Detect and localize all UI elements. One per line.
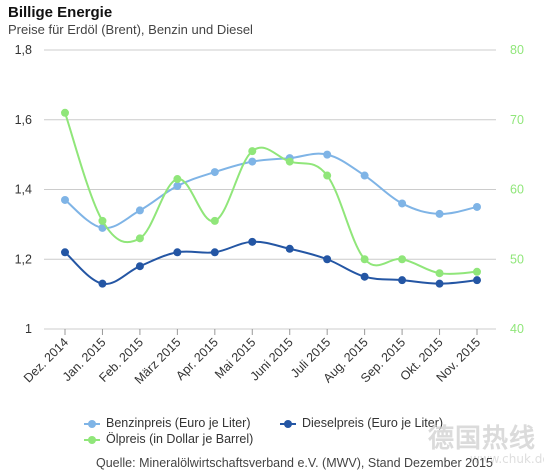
- data-point-diesel: [210, 248, 219, 257]
- series-line-benzin: [64, 152, 478, 229]
- data-point-diesel: [98, 279, 107, 288]
- left-axis-tick-label: 1,8: [15, 43, 32, 57]
- legend-label-diesel: Dieselpreis (Euro je Liter): [302, 416, 444, 430]
- right-axis-tick-label: 50: [510, 252, 524, 266]
- data-point-oel: [173, 175, 182, 184]
- data-point-benzin: [61, 195, 69, 204]
- data-point-diesel: [473, 276, 481, 285]
- chart-title: Billige Energie: [8, 4, 113, 21]
- data-point-oel: [398, 255, 407, 264]
- data-point-oel: [61, 108, 69, 117]
- data-point-benzin: [398, 199, 407, 208]
- data-point-oel: [435, 269, 444, 278]
- watermark-url: www.chuk.de: [470, 452, 544, 466]
- data-point-oel: [135, 234, 144, 243]
- data-point-benzin: [210, 168, 219, 177]
- data-point-diesel: [323, 255, 332, 264]
- data-point-benzin: [360, 171, 369, 180]
- left-axis-tick-label: 1,2: [15, 252, 32, 266]
- data-point-oel: [323, 171, 332, 180]
- legend-marker-oel: [88, 436, 96, 444]
- left-axis-tick-label: 1,4: [15, 183, 32, 197]
- data-point-oel: [210, 216, 219, 225]
- chart-subtitle: Preise für Erdöl (Brent), Benzin und Die…: [8, 22, 253, 37]
- data-point-benzin: [135, 206, 144, 215]
- data-point-benzin: [173, 182, 182, 191]
- watermark-logo: 德国热线: [428, 424, 537, 454]
- data-point-diesel: [360, 272, 369, 281]
- data-point-oel: [98, 216, 107, 225]
- legend-marker-benzin: [88, 420, 96, 428]
- right-axis-tick-label: 40: [510, 322, 524, 336]
- series-line-oel: [64, 112, 478, 275]
- data-point-benzin: [473, 202, 481, 211]
- data-point-diesel: [248, 237, 257, 246]
- right-axis-tick-label: 80: [510, 43, 524, 57]
- right-axis-tick-label: 70: [510, 113, 524, 127]
- legend-marker-diesel: [284, 420, 292, 428]
- data-point-oel: [248, 147, 257, 156]
- data-point-diesel: [61, 248, 69, 257]
- data-point-oel: [473, 267, 481, 276]
- data-point-oel: [285, 157, 294, 166]
- data-point-diesel: [435, 279, 444, 288]
- left-axis-tick-label: 1,6: [15, 113, 32, 127]
- data-point-benzin: [435, 209, 444, 218]
- data-point-benzin: [248, 157, 257, 166]
- right-axis-tick-label: 60: [510, 183, 524, 197]
- data-point-diesel: [398, 276, 407, 285]
- data-point-diesel: [173, 248, 182, 257]
- data-point-oel: [360, 255, 369, 264]
- legend-label-benzin: Benzinpreis (Euro je Liter): [106, 416, 251, 430]
- legend-label-oel: Ölpreis (in Dollar je Barrel): [106, 432, 254, 446]
- data-point-diesel: [135, 262, 144, 271]
- source-note: Quelle: Mineralölwirtschaftsverband e.V.…: [96, 456, 493, 470]
- data-point-diesel: [285, 244, 294, 253]
- left-axis-tick-label: 1: [25, 322, 32, 336]
- data-point-benzin: [323, 150, 332, 159]
